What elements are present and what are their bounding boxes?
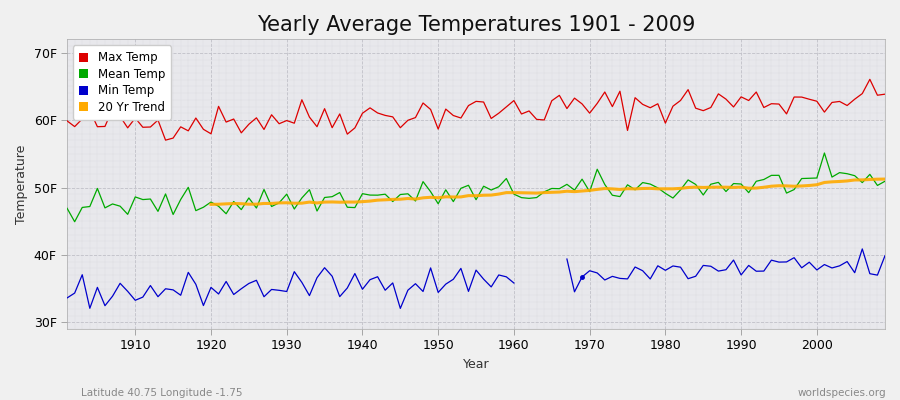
Title: Yearly Average Temperatures 1901 - 2009: Yearly Average Temperatures 1901 - 2009 (256, 15, 695, 35)
Legend: Max Temp, Mean Temp, Min Temp, 20 Yr Trend: Max Temp, Mean Temp, Min Temp, 20 Yr Tre… (73, 45, 171, 120)
X-axis label: Year: Year (463, 358, 490, 371)
Y-axis label: Temperature: Temperature (15, 144, 28, 224)
Text: worldspecies.org: worldspecies.org (798, 388, 886, 398)
Text: Latitude 40.75 Longitude -1.75: Latitude 40.75 Longitude -1.75 (81, 388, 242, 398)
